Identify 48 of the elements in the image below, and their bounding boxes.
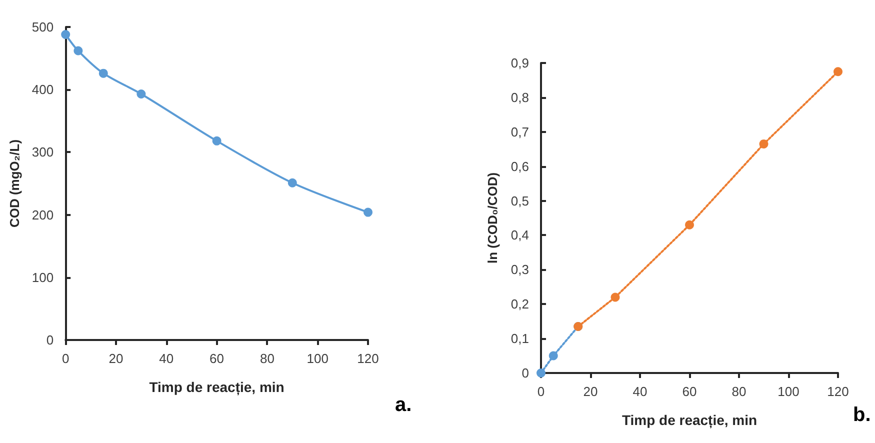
point (61, 30, 70, 40)
y-tick-label: 500 (32, 20, 54, 34)
y-axis-title: ln (COD₀/COD) (485, 172, 500, 264)
y-tick-label: 0 (522, 366, 529, 380)
y-tick-label: 0,9 (510, 56, 529, 70)
y-axis-title: COD (mgO₂/L) (7, 139, 22, 228)
y-tick-label: 0 (46, 332, 54, 348)
x-axis-title: Timp de reacție, min (622, 412, 758, 429)
x-tick-label: 20 (108, 351, 124, 366)
y-tick-label: 0,8 (510, 90, 529, 105)
x-tick-label: 100 (306, 351, 328, 366)
x-axis-title: Timp de reacție, min (149, 379, 284, 396)
y-tick-label: 400 (32, 82, 54, 98)
x-tick-label: 40 (159, 351, 174, 366)
x-tick-label: 20 (583, 384, 598, 399)
point (610, 292, 620, 302)
y-tick-label: 200 (32, 207, 54, 222)
x-tick-label: 100 (778, 384, 800, 399)
y-tick-label: 0,2 (510, 296, 529, 312)
point (834, 67, 842, 76)
x-tick-label: 40 (632, 384, 648, 399)
point (685, 220, 694, 230)
x-tick-label: 0 (62, 351, 70, 366)
point (759, 139, 768, 148)
x-tick-label: 120 (827, 384, 849, 399)
x-tick-label: 80 (732, 384, 746, 399)
y-tick-label: 0,7 (510, 124, 529, 140)
point (98, 68, 108, 78)
y-tick-label: 300 (32, 144, 54, 160)
text: b. (853, 404, 871, 426)
x-tick-label: 80 (260, 351, 274, 366)
y-tick-label: 0,4 (510, 228, 529, 243)
x-tick-label: 60 (682, 384, 697, 399)
y-tick-label: 0,1 (510, 331, 529, 346)
point (74, 46, 83, 56)
x-tick-label: 120 (357, 351, 379, 366)
point (212, 136, 222, 146)
y-tick-label: 100 (32, 270, 54, 285)
point (136, 89, 146, 98)
y-tick-label: 0,5 (510, 193, 529, 208)
x-tick-label: 0 (537, 384, 545, 399)
point (548, 351, 558, 360)
y-tick-label: 0,6 (510, 158, 529, 174)
text: a. (395, 394, 412, 416)
y-tick-label: 0,3 (510, 262, 529, 278)
x-tick-label: 60 (210, 351, 224, 366)
point (288, 178, 297, 188)
point (364, 208, 372, 217)
